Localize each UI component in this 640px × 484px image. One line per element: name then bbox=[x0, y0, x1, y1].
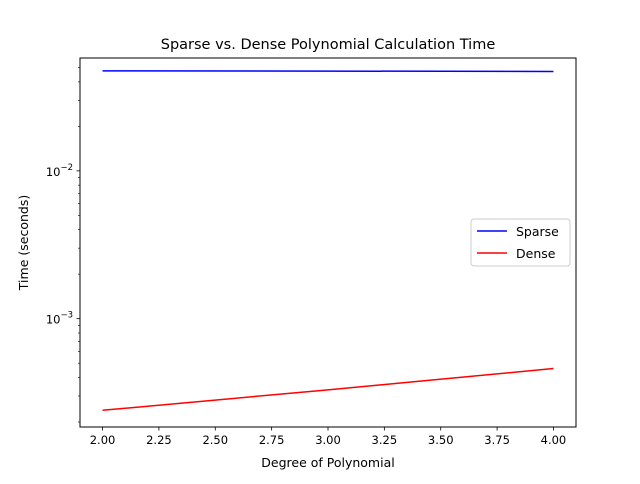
x-tick-label: 2.25 bbox=[146, 433, 172, 447]
series-line-sparse bbox=[102, 70, 554, 73]
chart-title: Sparse vs. Dense Polynomial Calculation … bbox=[161, 37, 496, 53]
legend-label-sparse: Sparse bbox=[516, 224, 559, 239]
y-tick-label: 10−2 bbox=[46, 163, 73, 179]
y-axis-label: Time (seconds) bbox=[16, 195, 31, 291]
series-line-dense bbox=[102, 367, 554, 412]
x-tick-label: 3.50 bbox=[428, 433, 454, 447]
legend-label-dense: Dense bbox=[516, 246, 556, 261]
x-tick-label: 3.25 bbox=[372, 433, 398, 447]
plot-frame bbox=[79, 57, 577, 428]
x-tick-label: 3.00 bbox=[315, 433, 341, 447]
y-tick-label: 10−3 bbox=[46, 311, 73, 327]
x-tick-label: 2.75 bbox=[259, 433, 285, 447]
x-tick-label: 3.75 bbox=[484, 433, 510, 447]
x-tick-label: 4.00 bbox=[541, 433, 567, 447]
x-tick-label: 2.00 bbox=[90, 433, 116, 447]
x-tick-label: 2.50 bbox=[202, 433, 228, 447]
x-axis-label: Degree of Polynomial bbox=[261, 455, 394, 470]
legend: Sparse Dense bbox=[470, 218, 571, 267]
